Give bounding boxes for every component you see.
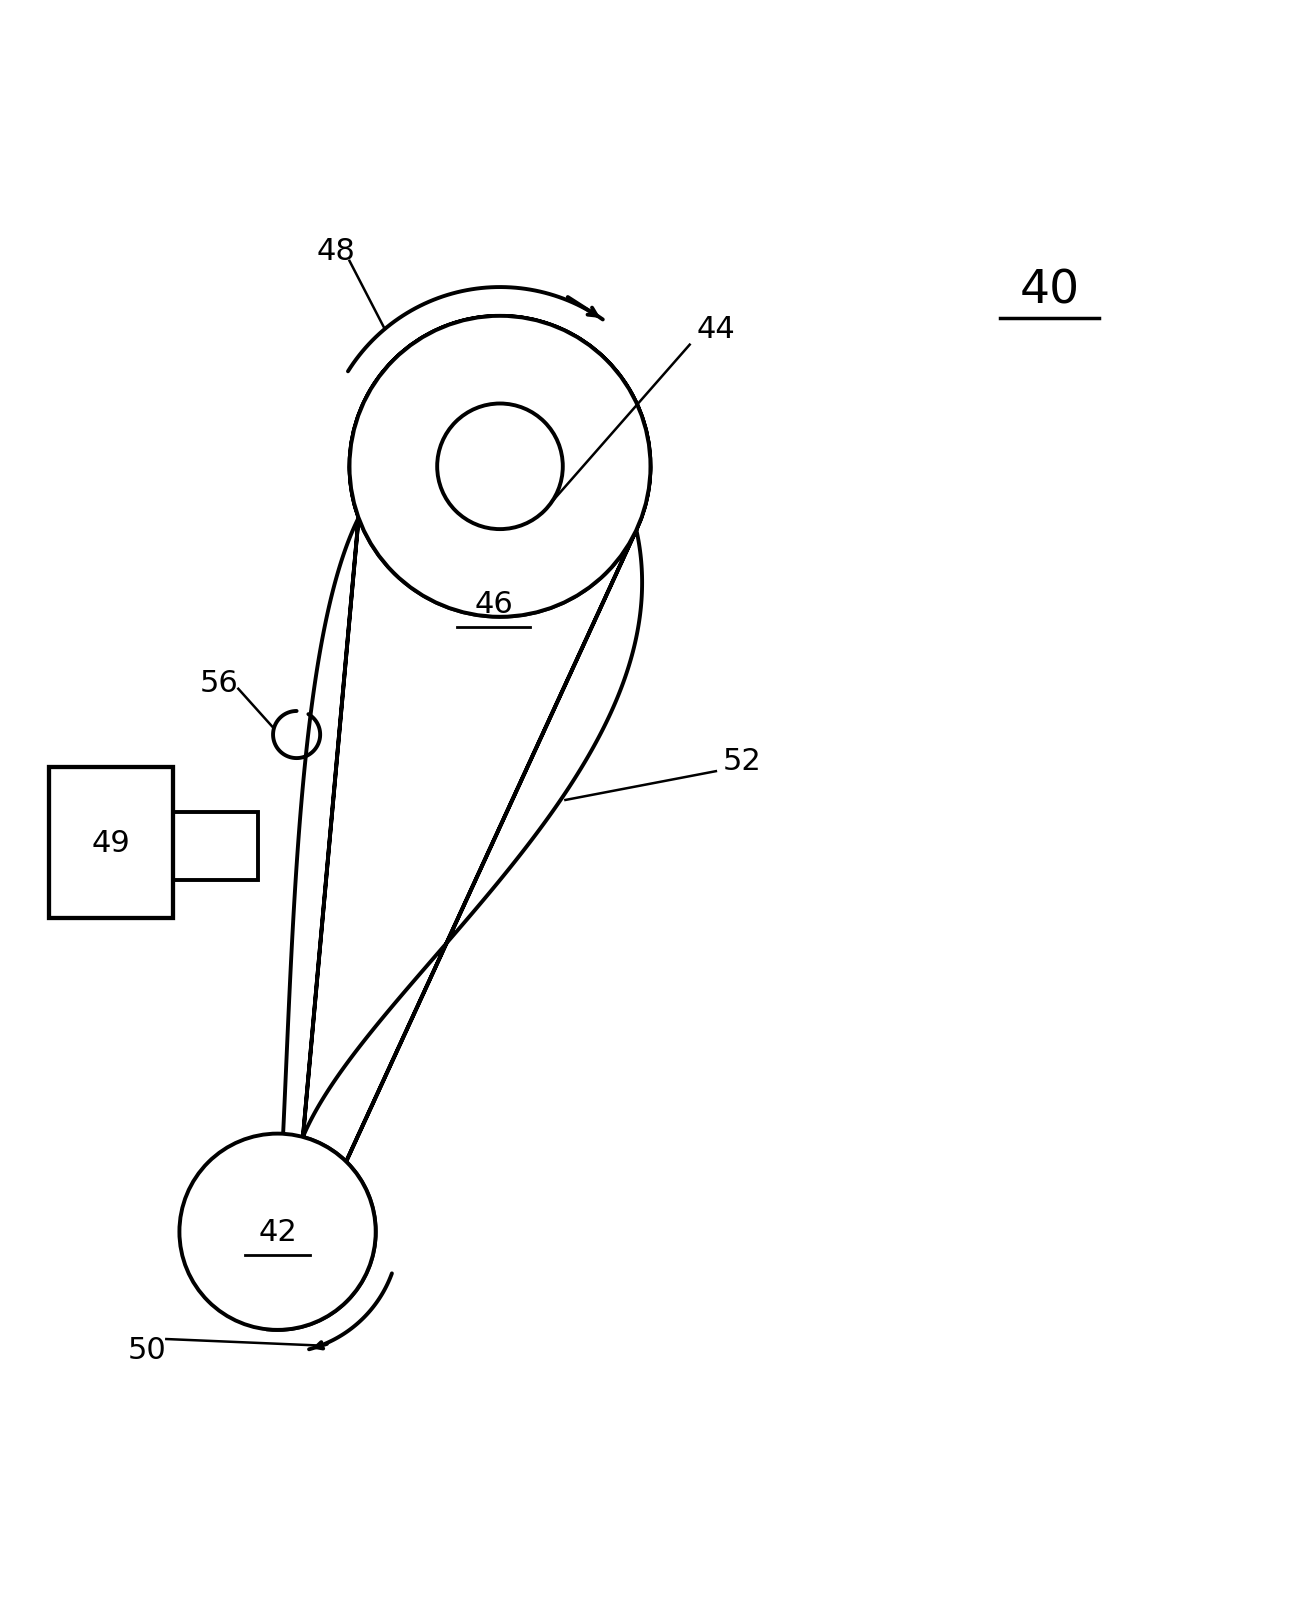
Text: 40: 40 [1020, 268, 1080, 313]
Circle shape [350, 316, 650, 618]
Text: 50: 50 [127, 1335, 166, 1364]
Text: 44: 44 [696, 315, 736, 344]
Circle shape [180, 1135, 376, 1330]
Text: 42: 42 [258, 1217, 297, 1246]
Text: 48: 48 [317, 237, 356, 266]
Bar [49, 768, 173, 918]
Circle shape [438, 404, 562, 529]
Bar [173, 812, 258, 880]
Text: 46: 46 [474, 589, 512, 618]
Polygon shape [269, 316, 650, 1330]
Text: 52: 52 [723, 747, 761, 776]
Text: 49: 49 [92, 828, 130, 857]
Text: 56: 56 [200, 668, 238, 697]
